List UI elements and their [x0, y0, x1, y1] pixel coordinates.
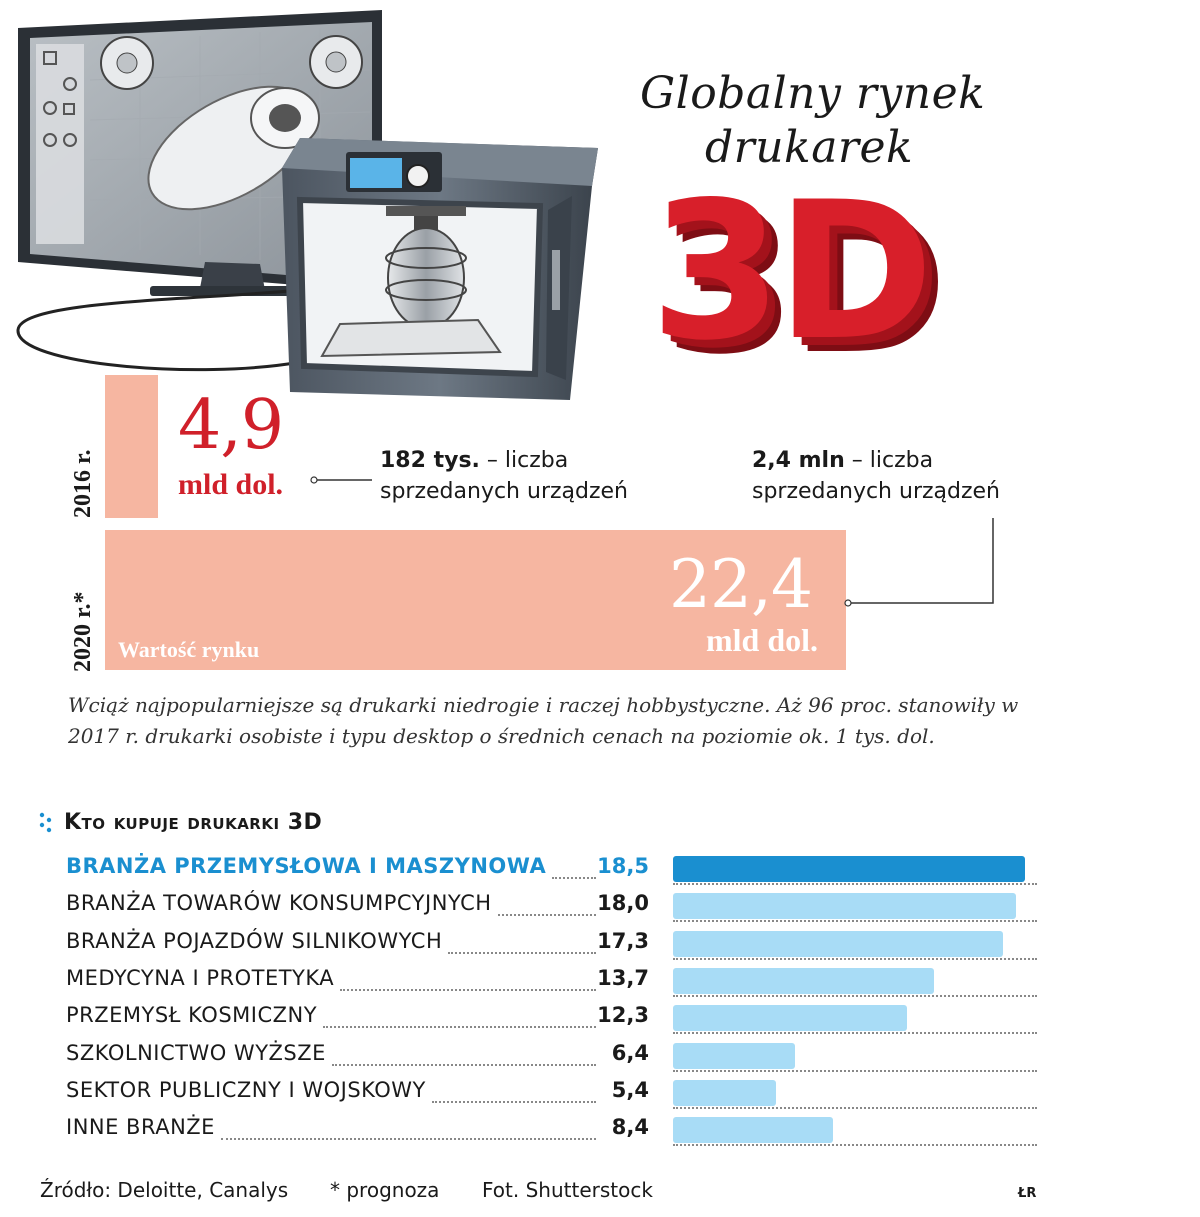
buyers-row-leader: [552, 877, 596, 879]
caption: Wciąż najpopularniejsze są drukarki nied…: [68, 693, 1019, 748]
title-line-1: Globalny rynek: [640, 68, 986, 119]
buyers-row: PRZEMYSŁ KOSMICZNY 12,3: [66, 999, 1041, 1036]
buyers-row: SZKOLNICTWO WYŻSZE 6,4: [66, 1037, 1041, 1074]
buyers-row-track: [673, 883, 1037, 885]
buyers-row-bar: [673, 856, 1026, 882]
buyers-row-label: MEDYCYNA I PROTETYKA: [66, 965, 335, 990]
buyers-row-track: [673, 1032, 1037, 1035]
buyers-row-value: 12,3: [597, 1003, 649, 1028]
printer-illustration: [16, 10, 598, 400]
printer-icon: [282, 138, 598, 400]
units-text-2020: – liczba: [844, 448, 934, 473]
author-initials: ŁR: [1018, 1186, 1037, 1201]
photo-credit: Fot. Shutterstock: [482, 1178, 653, 1202]
buyers-chart-title: Kto kupuje drukarki 3D: [38, 810, 322, 835]
buyers-row-value: 17,3: [597, 928, 649, 953]
buyers-row-label: SZKOLNICTWO WYŻSZE: [66, 1040, 326, 1065]
buyers-row-bar: [673, 967, 935, 994]
buyers-row-value: 8,4: [611, 1115, 649, 1140]
buyers-chart: BRANŻA PRZEMYSŁOWA I MASZYNOWA 18,5 BRANŻA…: [0, 850, 1200, 1150]
forecast-note: * prognoza: [330, 1178, 440, 1202]
market-label: Wartość rynku: [118, 637, 260, 662]
buyers-row-label: BRANŻA PRZEMYSŁOWA I MASZYNOWA: [66, 854, 547, 878]
buyers-row: MEDYCYNA I PROTETYKA 13,7: [66, 962, 1041, 999]
buyers-row-label: BRANŻA TOWARÓW KONSUMPCYJNYCH: [66, 891, 492, 916]
buyers-row-bar: [673, 1005, 908, 1032]
market-bar-2020: [105, 530, 846, 670]
buyers-row-label: SEKTOR PUBLICZNY I WOJSKOWY: [66, 1077, 426, 1102]
buyers-row-value: 18,5: [597, 854, 649, 878]
buyers-row-value: 6,4: [611, 1040, 649, 1065]
buyers-row: INNE BRANŻE 8,4: [66, 1111, 1041, 1148]
buyers-row-label: BRANŻA POJAZDÓW SILNIKOWYCH: [66, 928, 443, 953]
title-line-2: drukarek: [705, 122, 914, 173]
buyers-row-bar: [673, 1042, 795, 1069]
year-label-2020: 2020 r.*: [70, 591, 96, 672]
buyers-row-leader: [340, 988, 596, 991]
buyers-row: BRANŻA PRZEMYSŁOWA I MASZYNOWA 18,5: [66, 850, 1041, 887]
year-label-2016: 2016 r.: [70, 449, 96, 518]
units-text2-2016: sprzedanych urządzeń: [380, 479, 629, 504]
buyers-row-label: PRZEMYSŁ KOSMICZNY: [66, 1003, 318, 1028]
buyers-title-text: Kto kupuje drukarki 3D: [64, 810, 323, 835]
units-text-2016: – liczba: [479, 448, 569, 473]
units-count-2020: 2,4 mln: [752, 448, 845, 473]
buyers-row-leader: [323, 1026, 596, 1029]
buyers-row-track: [673, 920, 1037, 923]
market-unit-2016: mld dol.: [178, 468, 284, 501]
title-3d: 3D 3D 3D: [650, 185, 948, 385]
buyers-row: BRANŻA TOWARÓW KONSUMPCYJNYCH 18,0: [66, 887, 1041, 924]
buyers-row-leader: [331, 1063, 596, 1066]
market-value-2020: 22,4: [669, 546, 813, 623]
buyers-row-bar: [673, 1117, 834, 1144]
buyers-row-leader: [497, 914, 596, 917]
market-value-2016: 4,9: [178, 386, 284, 465]
buyers-row-track: [673, 994, 1037, 997]
leader-2020: [848, 518, 994, 604]
title-3d-shadow: 3D: [664, 185, 942, 385]
buyers-row-leader: [431, 1100, 596, 1103]
buyers-row-track: [673, 1106, 1037, 1109]
units-note-2016: 182 tys. – liczba sprzedanych urządzeń: [380, 445, 628, 507]
market-bar-2016: [105, 375, 158, 518]
source-note: Źródło: Deloitte, Canalys: [40, 1178, 289, 1202]
buyers-row: SEKTOR PUBLICZNY I WOJSKOWY 5,4: [66, 1074, 1041, 1111]
buyers-row-track: [673, 957, 1037, 960]
units-text2-2020: sprzedanych urządzeń: [752, 479, 1001, 504]
buyers-row-track: [673, 1144, 1037, 1147]
buyers-row-value: 13,7: [597, 965, 649, 990]
buyers-row: BRANŻA POJAZDÓW SILNIKOWYCH 17,3: [66, 925, 1041, 962]
title-3d-text: 3D: [650, 185, 928, 382]
title-3d-shadow-2: 3D: [658, 185, 936, 385]
buyers-row-leader: [220, 1138, 596, 1141]
units-note-2020: 2,4 mln – liczba sprzedanych urządzeń: [752, 445, 1000, 507]
buyers-row-bar: [673, 1079, 776, 1106]
market-unit-2020: mld dol.: [705, 622, 818, 658]
buyers-row-bar: [673, 930, 1003, 957]
buyers-row-track: [673, 1069, 1037, 1072]
buyers-row-value: 5,4: [611, 1077, 649, 1102]
buyers-row-leader: [448, 951, 596, 954]
dots-icon: [39, 812, 52, 832]
units-count-2016: 182 tys.: [380, 448, 480, 473]
buyers-row-bar: [673, 893, 1016, 920]
buyers-row-label: INNE BRANŻE: [66, 1115, 215, 1140]
buyers-row-value: 18,0: [597, 891, 649, 916]
